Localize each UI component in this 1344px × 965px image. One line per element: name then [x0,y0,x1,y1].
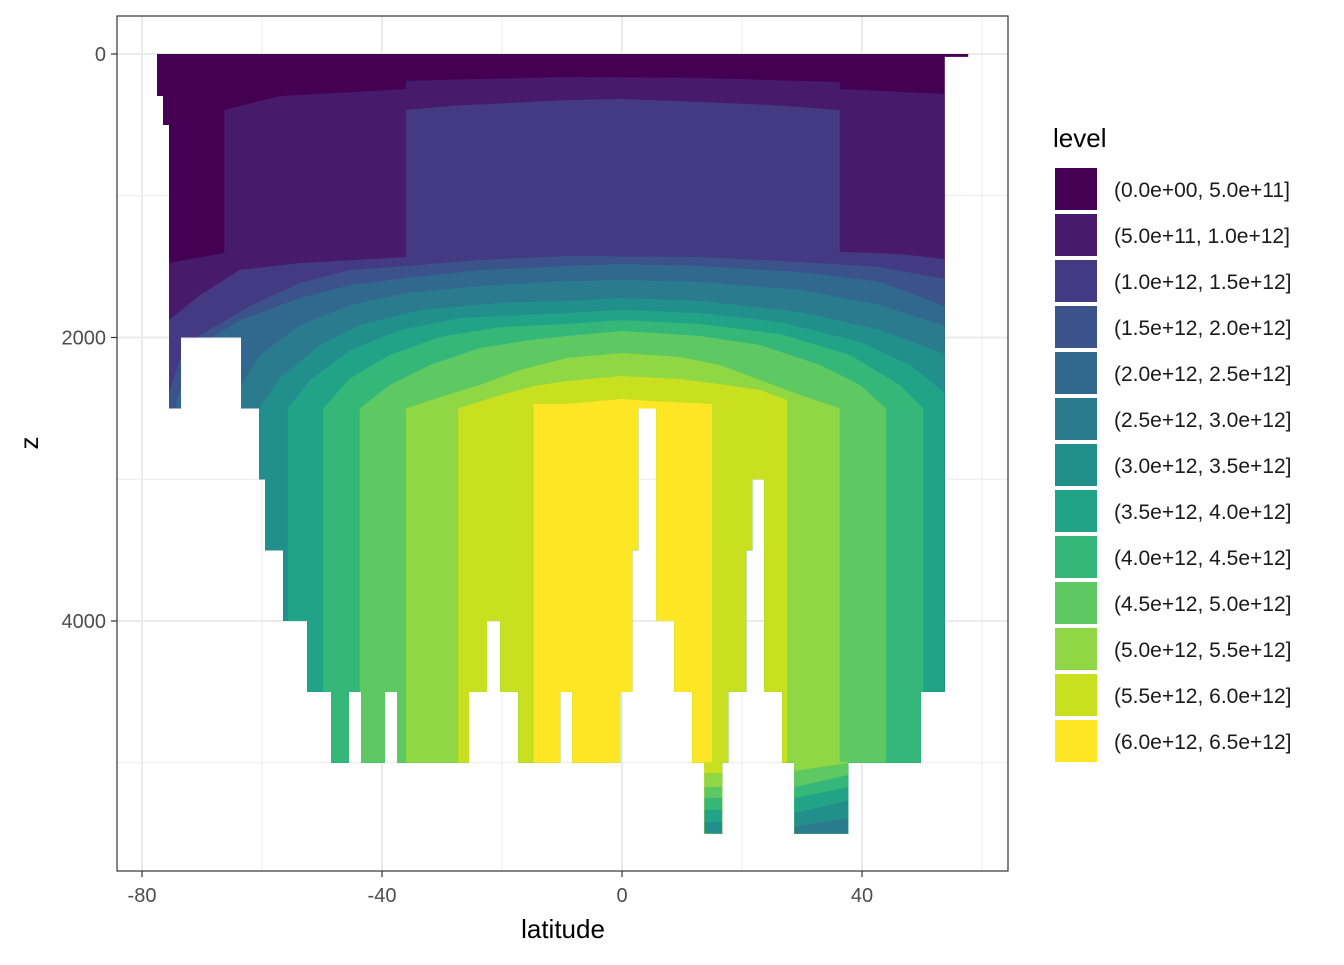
legend-key-swatch [1055,674,1097,716]
contour-band-patch-level-11 [794,762,849,771]
legend-key-swatch [1055,398,1097,440]
legend-key-label: (5.5e+12, 6.0e+12] [1114,685,1292,708]
y-axis: 0 2000 4000 [62,44,117,633]
legend-key-swatch [1055,306,1097,348]
legend-key-swatch [1055,582,1097,624]
contour-band-patch-level-7 [704,822,723,834]
legend-title: level [1053,123,1106,153]
contour-band-patch-level-8 [704,809,723,823]
contour-band-patch-level-7 [794,800,849,826]
legend-key-label: (0.0e+00, 5.0e+11] [1114,179,1290,202]
legend-key-label: (3.5e+12, 4.0e+12] [1114,501,1292,524]
x-tick-label: 0 [616,885,627,907]
legend-key-swatch [1055,628,1097,670]
legend-key-label: (5.0e+12, 5.5e+12] [1114,639,1292,662]
contour-band-patch-level-9 [794,774,849,799]
y-tick-label: 4000 [62,611,107,633]
x-axis: -80 -40 0 40 [128,871,873,907]
legend-key-swatch [1055,260,1097,302]
plot-panel-border [116,15,1009,872]
legend-key-label: (2.0e+12, 2.5e+12] [1114,363,1292,386]
contour-band-patch-level-8 [794,786,849,813]
legend: level (0.0e+00, 5.0e+11] (5.0e+11, 1.0e+1… [1053,123,1292,762]
x-tick-label: -80 [128,885,157,907]
x-axis-title: latitude [521,914,605,944]
legend-key-label: (1.0e+12, 1.5e+12] [1114,271,1292,294]
legend-key-swatch [1055,536,1097,578]
x-tick-label: -40 [368,885,397,907]
legend-key-label: (4.5e+12, 5.0e+12] [1114,593,1292,616]
legend-key-swatch [1055,444,1097,486]
legend-key-swatch [1055,490,1097,532]
contour-band-patch-level-9 [704,798,723,810]
legend-key-swatch [1055,352,1097,394]
legend-key-label: (2.5e+12, 3.0e+12] [1114,409,1292,432]
y-axis-title: z [14,437,44,450]
legend-key-label: (1.5e+12, 2.0e+12] [1114,317,1292,340]
contour-band-patch-level-10 [794,763,849,787]
legend-key-label: (3.0e+12, 3.5e+12] [1114,455,1292,478]
legend-key-label: (5.0e+11, 1.0e+12] [1114,225,1290,248]
legend-key-label: (4.0e+12, 4.5e+12] [1114,547,1292,570]
y-tick-label: 0 [95,44,106,66]
legend-key-swatch [1055,720,1097,762]
contour-band-patch-level-12 [704,762,723,773]
legend-key-label: (6.0e+12, 6.5e+12] [1114,731,1292,754]
x-tick-label: 40 [851,885,873,907]
contour-band-patch-level-10 [704,786,723,799]
contour-band-patch-level-11 [704,772,723,787]
legend-key-swatch [1055,214,1097,256]
contour-band-patch-level-6 [794,818,849,834]
legend-key-swatch [1055,168,1097,210]
y-tick-label: 2000 [62,328,107,350]
